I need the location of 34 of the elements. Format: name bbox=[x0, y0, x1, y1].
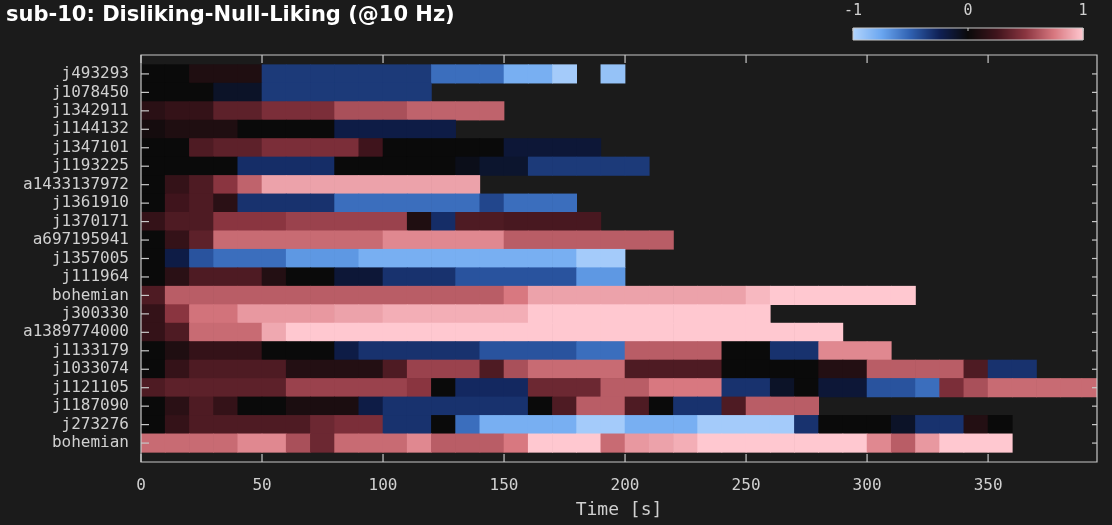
y-tick-label: a697195941 bbox=[32, 229, 129, 249]
color-bar-label: 0 bbox=[963, 0, 973, 19]
y-tick-label: j1370171 bbox=[51, 210, 129, 230]
color-bar-label: 1 bbox=[1078, 0, 1088, 19]
y-tick-label: j1193225 bbox=[51, 155, 129, 175]
chart-title: sub-10: Disliking-Null-Liking (@10 Hz) bbox=[6, 2, 455, 27]
x-tick-label: 50 bbox=[252, 474, 272, 494]
x-axis-title: Time [s] bbox=[575, 497, 663, 519]
y-tick-label: j1078450 bbox=[51, 81, 129, 101]
y-tick-label: j1121105 bbox=[51, 376, 129, 396]
y-tick-label: j1133179 bbox=[51, 339, 129, 359]
y-tick-label: j1144132 bbox=[51, 118, 129, 138]
x-tick-label: 350 bbox=[973, 474, 1003, 494]
x-tick-label: 0 bbox=[136, 474, 146, 494]
x-tick-label: 250 bbox=[731, 474, 761, 494]
x-tick-label: 300 bbox=[852, 474, 882, 494]
y-tick-label: a1433137972 bbox=[23, 173, 129, 193]
y-tick-label: j1361910 bbox=[51, 192, 129, 212]
y-tick-label: j300330 bbox=[61, 303, 129, 323]
y-tick-label: j273276 bbox=[61, 413, 129, 433]
y-tick-label: j1033074 bbox=[51, 358, 129, 378]
y-tick-label: bohemian bbox=[51, 284, 129, 304]
y-tick-label: j493293 bbox=[61, 63, 129, 83]
y-tick-label: j1347101 bbox=[51, 136, 129, 156]
y-tick-label: j1357005 bbox=[51, 247, 129, 267]
y-tick-label: a1389774000 bbox=[23, 321, 129, 341]
x-tick-label: 100 bbox=[368, 474, 398, 494]
x-tick-label: 150 bbox=[489, 474, 519, 494]
color-bar-label: -1 bbox=[843, 0, 863, 19]
y-tick-label: j111964 bbox=[61, 266, 129, 286]
y-tick-label: j1187090 bbox=[51, 395, 129, 415]
y-tick-label: j1342911 bbox=[51, 99, 129, 119]
x-tick-label: 200 bbox=[610, 474, 640, 494]
y-tick-label: bohemian bbox=[51, 432, 129, 452]
